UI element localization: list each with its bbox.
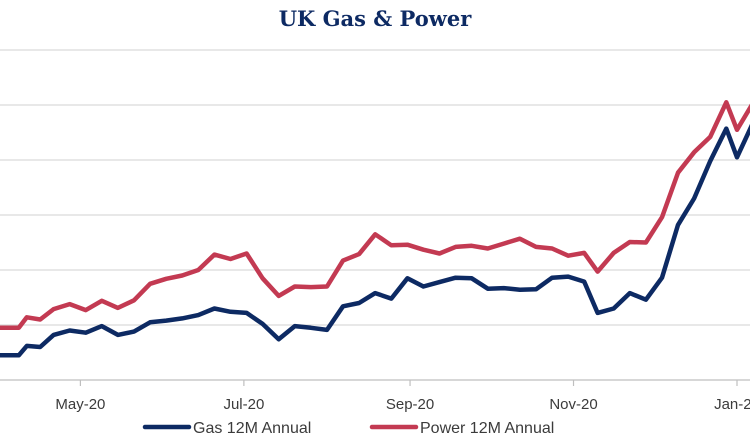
legend-gas: Gas 12M Annual xyxy=(142,420,311,437)
legend-power: Power 12M Annual xyxy=(369,420,554,437)
x-axis-ticks: May-20 Jul-20 Sep-20 Nov-20 Jan-21 xyxy=(55,380,750,413)
x-tick-label: Jul-20 xyxy=(223,396,264,413)
chart-title: UK Gas & Power xyxy=(278,6,472,31)
gridlines xyxy=(0,49,750,381)
series-lines xyxy=(0,100,750,358)
legend-label: Gas 12M Annual xyxy=(193,420,311,437)
series-line-power xyxy=(0,100,750,331)
x-tick-label: Sep-20 xyxy=(386,396,434,413)
series-line-gas xyxy=(0,123,750,358)
x-tick-label: Nov-20 xyxy=(549,396,597,413)
legend: Gas 12M Annual Power 12M Annual xyxy=(142,420,554,437)
x-tick-label: May-20 xyxy=(55,396,105,413)
x-tick-label: Jan-21 xyxy=(714,396,750,413)
legend-label: Power 12M Annual xyxy=(420,420,554,437)
